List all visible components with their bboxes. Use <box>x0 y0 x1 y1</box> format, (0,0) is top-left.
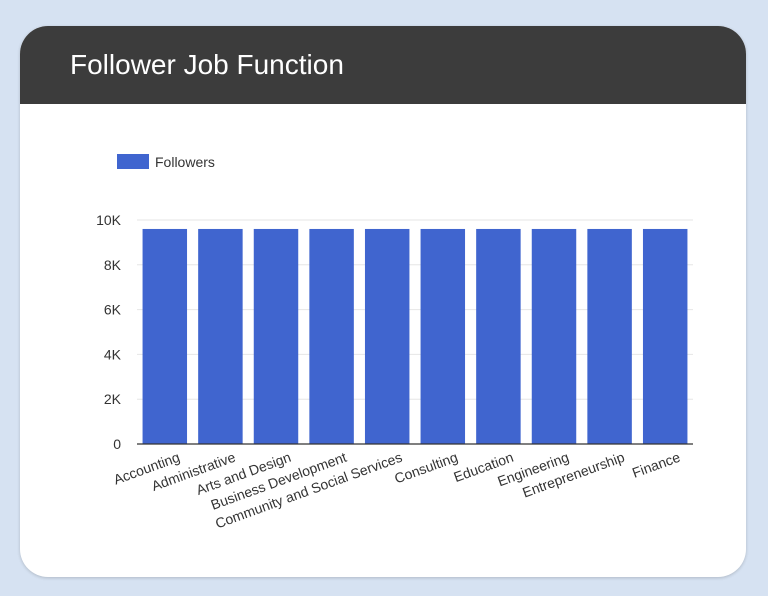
bar-community-and-social-services[interactable] <box>364 228 410 444</box>
y-tick-label: 10K <box>96 212 122 228</box>
bar-administrative[interactable] <box>198 228 243 444</box>
bar-accounting[interactable] <box>142 228 188 444</box>
bar-consulting[interactable] <box>420 228 466 444</box>
bar-education[interactable] <box>476 228 521 444</box>
y-tick-label: 6K <box>104 302 122 318</box>
bars <box>142 228 688 444</box>
bar-finance[interactable] <box>642 228 688 444</box>
y-tick-label: 8K <box>104 257 122 273</box>
legend-label: Followers <box>155 154 215 170</box>
legend-swatch <box>117 154 149 169</box>
card-title: Follower Job Function <box>70 49 344 80</box>
y-axis-ticks: 0 2K 4K 6K 8K 10K <box>96 212 122 452</box>
legend[interactable]: Followers <box>117 154 215 170</box>
bar-entrepreneurship[interactable] <box>587 228 632 444</box>
y-tick-label: 4K <box>104 346 122 362</box>
bar-arts-and-design[interactable] <box>253 228 299 444</box>
x-tick-label: Finance <box>630 449 682 481</box>
chart-card: Follower Job Function Followers 0 2K 4K 6K 8… <box>20 26 746 577</box>
y-tick-label: 0 <box>113 436 121 452</box>
card-header: Follower Job Function <box>20 26 746 104</box>
bar-business-development[interactable] <box>309 228 354 444</box>
y-tick-label: 2K <box>104 391 122 407</box>
bar-engineering[interactable] <box>531 228 577 444</box>
x-tick-label: Consulting <box>392 449 460 487</box>
bar-chart: Followers 0 2K 4K 6K 8K 10K AccountingAdminis… <box>96 154 693 532</box>
